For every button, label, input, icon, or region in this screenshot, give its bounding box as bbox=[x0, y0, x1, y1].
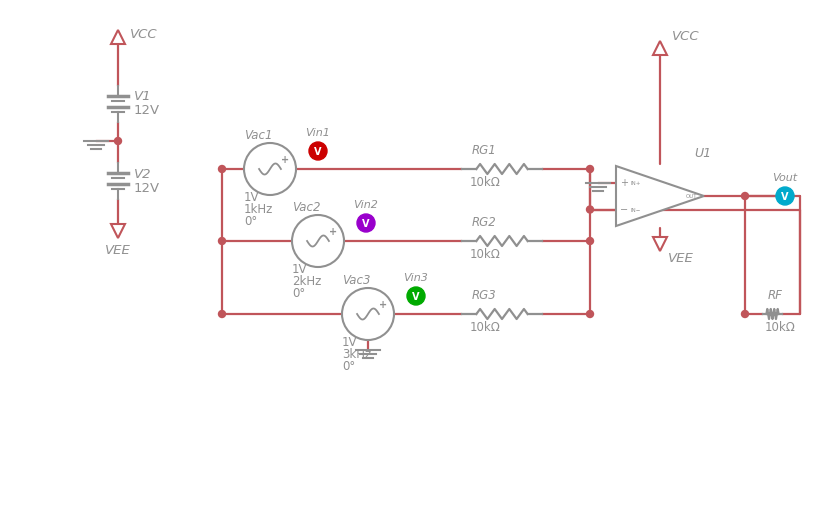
Circle shape bbox=[586, 166, 594, 173]
Text: 0°: 0° bbox=[342, 359, 355, 372]
Text: 1V: 1V bbox=[292, 263, 307, 275]
Text: 3kHz: 3kHz bbox=[342, 347, 372, 360]
Circle shape bbox=[586, 238, 594, 245]
Text: RG3: RG3 bbox=[472, 289, 497, 301]
Polygon shape bbox=[653, 238, 667, 251]
Text: 12V: 12V bbox=[134, 181, 160, 194]
Polygon shape bbox=[616, 166, 704, 227]
Text: V: V bbox=[782, 191, 789, 202]
Text: VEE: VEE bbox=[105, 244, 131, 257]
Text: 12V: 12V bbox=[134, 104, 160, 117]
Polygon shape bbox=[111, 31, 125, 45]
Text: Vac2: Vac2 bbox=[292, 201, 321, 214]
Text: V: V bbox=[362, 218, 370, 229]
Text: 10kΩ: 10kΩ bbox=[765, 320, 796, 333]
Text: Vac3: Vac3 bbox=[342, 273, 371, 287]
Circle shape bbox=[244, 144, 296, 195]
Circle shape bbox=[776, 188, 794, 206]
Circle shape bbox=[741, 311, 748, 318]
Text: V: V bbox=[412, 292, 420, 301]
Text: VEE: VEE bbox=[668, 251, 694, 265]
Text: Vout: Vout bbox=[772, 173, 797, 183]
Polygon shape bbox=[111, 224, 125, 239]
Text: Vin3: Vin3 bbox=[403, 272, 428, 282]
Circle shape bbox=[342, 289, 394, 341]
Text: RF: RF bbox=[767, 289, 782, 301]
Text: +: + bbox=[620, 178, 628, 188]
Text: RG2: RG2 bbox=[472, 216, 497, 229]
Text: U1: U1 bbox=[694, 147, 711, 160]
Text: OUT: OUT bbox=[686, 194, 698, 199]
Text: IN−: IN− bbox=[630, 208, 641, 213]
Text: Vin1: Vin1 bbox=[306, 128, 331, 138]
Text: +: + bbox=[379, 299, 387, 309]
Text: 10kΩ: 10kΩ bbox=[470, 176, 501, 189]
Circle shape bbox=[407, 288, 425, 305]
Text: 10kΩ: 10kΩ bbox=[470, 247, 501, 261]
Circle shape bbox=[586, 311, 594, 318]
Text: Vin2: Vin2 bbox=[353, 200, 378, 210]
Text: V1: V1 bbox=[134, 90, 151, 103]
Circle shape bbox=[357, 215, 375, 233]
Text: +: + bbox=[281, 154, 289, 164]
Circle shape bbox=[219, 166, 225, 173]
Text: −: − bbox=[620, 205, 628, 215]
Text: 0°: 0° bbox=[244, 215, 257, 228]
Text: 2kHz: 2kHz bbox=[292, 274, 321, 288]
Text: 0°: 0° bbox=[292, 287, 306, 299]
Circle shape bbox=[741, 193, 748, 200]
Circle shape bbox=[292, 216, 344, 267]
Text: IN+: IN+ bbox=[630, 181, 641, 186]
Text: 1V: 1V bbox=[244, 191, 260, 204]
Text: +: + bbox=[329, 226, 337, 236]
Text: 1kHz: 1kHz bbox=[244, 203, 273, 216]
Text: 10kΩ: 10kΩ bbox=[470, 320, 501, 333]
Text: V: V bbox=[314, 147, 321, 157]
Text: RG1: RG1 bbox=[472, 144, 497, 157]
Circle shape bbox=[309, 143, 327, 161]
Circle shape bbox=[219, 238, 225, 245]
Polygon shape bbox=[653, 42, 667, 56]
Text: Vac1: Vac1 bbox=[244, 129, 272, 142]
Text: V2: V2 bbox=[134, 167, 151, 180]
Text: VCC: VCC bbox=[672, 30, 700, 43]
Circle shape bbox=[114, 138, 122, 145]
Text: VCC: VCC bbox=[130, 29, 158, 41]
Text: 1V: 1V bbox=[342, 335, 357, 348]
Circle shape bbox=[586, 207, 594, 214]
Circle shape bbox=[219, 311, 225, 318]
